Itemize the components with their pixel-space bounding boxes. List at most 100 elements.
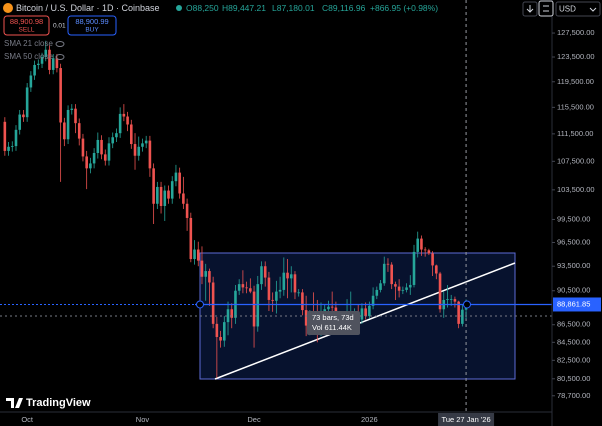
candle-body [7, 146, 10, 151]
symbol-logo[interactable] [3, 3, 13, 13]
y-tick-label: 78,700.00 [557, 391, 590, 400]
candle-body [14, 129, 18, 147]
buy-button[interactable] [67, 15, 117, 36]
candle-body [59, 68, 62, 123]
download-icon [526, 5, 534, 13]
candle-body [122, 113, 126, 117]
candle-body [423, 249, 427, 251]
candle-body [323, 309, 327, 311]
sell-button[interactable] [3, 15, 50, 36]
price-line-handle [196, 300, 204, 309]
candle-body [211, 282, 215, 324]
y-tick-label: 103,500.00 [557, 185, 595, 194]
candle-body [304, 310, 308, 326]
y-tick-label: 96,500.00 [557, 237, 590, 246]
candle-body [371, 295, 375, 306]
candle-body [461, 309, 464, 324]
symbol-title[interactable]: Bitcoin / U.S. Dollar · 1D · Coinbase [16, 3, 160, 13]
x-tick-label: Tue 27 Jan '26 [442, 415, 491, 424]
candle-body [275, 291, 278, 301]
visibility-icon[interactable] [55, 41, 65, 47]
candle-body [301, 292, 304, 311]
candle-body [252, 291, 256, 327]
candle-body [420, 238, 423, 250]
candle-body [189, 217, 193, 260]
candle-body [390, 264, 393, 285]
candle-body [77, 123, 81, 139]
price-label-box [553, 297, 601, 312]
candle-body [48, 49, 51, 70]
candle-body [89, 163, 92, 169]
indicator-label[interactable]: SMA 21 close [4, 39, 53, 48]
candle-body [405, 287, 408, 290]
ohlc-close: C89,116.96 [322, 3, 366, 13]
candle-body [182, 193, 185, 204]
measure-volume: Vol 611.44K [312, 323, 352, 332]
candle-body [156, 186, 159, 204]
candle-body [271, 299, 274, 301]
y-tick-label: 82,500.00 [557, 355, 590, 364]
buy-label: BUY [85, 27, 99, 34]
candle-body [37, 63, 40, 65]
candle-body [438, 273, 442, 310]
settings-button[interactable] [538, 0, 554, 17]
candle-body [137, 146, 141, 156]
y-tick-label: 127,500.00 [557, 28, 595, 37]
candle-body [25, 87, 29, 118]
candle-body [401, 289, 405, 291]
candle-body [130, 124, 133, 145]
x-tick-label: Dec [247, 415, 261, 424]
candle-body [196, 249, 200, 261]
candle-body [118, 113, 122, 134]
candle-body [51, 58, 55, 70]
brand-name: TradingView [26, 397, 91, 409]
candle-body [92, 152, 96, 164]
candle-body [293, 274, 297, 293]
y-tick-label: 119,500.00 [557, 77, 594, 86]
spread: 0.01 [53, 23, 66, 30]
candle-body [453, 299, 457, 302]
candle-body [282, 272, 286, 290]
candle-body [360, 308, 364, 320]
candle-body [237, 284, 241, 291]
candle-body [96, 139, 100, 153]
candle-body [330, 306, 334, 308]
candle-body [289, 274, 293, 279]
ohlc-open: O88,250 [186, 3, 219, 13]
candle-body [133, 144, 137, 156]
candle-body [427, 250, 431, 254]
candle-body [178, 172, 181, 194]
ohlc-low: L87,180.01 [272, 3, 315, 13]
y-tick-label: 86,500.00 [557, 320, 590, 329]
candle-body [111, 137, 115, 144]
candle-body [115, 133, 118, 138]
candle-body [163, 190, 167, 206]
candle-body [412, 251, 416, 285]
candle-body [170, 181, 174, 199]
indicator-label[interactable]: SMA 50 close [4, 52, 53, 61]
y-tick-label: 80,500.00 [557, 374, 590, 383]
candle-body [263, 266, 267, 278]
market-status [176, 5, 182, 11]
ohlc-high: H89,447.21 [222, 3, 266, 13]
y-tick-label: 111,500.00 [557, 129, 593, 138]
candle-body [297, 292, 300, 294]
y-tick-label: 84,500.00 [557, 337, 590, 346]
candle-body [126, 116, 129, 125]
y-tick-label: 107,500.00 [557, 156, 595, 165]
candle-body [408, 284, 412, 288]
visibility-icon[interactable] [55, 54, 65, 60]
currency-select[interactable] [555, 1, 601, 17]
candle-body [85, 156, 88, 169]
y-tick-label: 93,500.00 [557, 261, 590, 270]
candle-body [174, 172, 178, 182]
candle-body [185, 203, 189, 218]
y-tick-label: 115,500.00 [557, 102, 594, 111]
candle-body [141, 143, 144, 147]
candle-body [230, 309, 234, 318]
candle-body [260, 266, 263, 285]
candle-body [219, 336, 222, 341]
ohlc-change: +866.95 (+0.98%) [370, 3, 438, 13]
